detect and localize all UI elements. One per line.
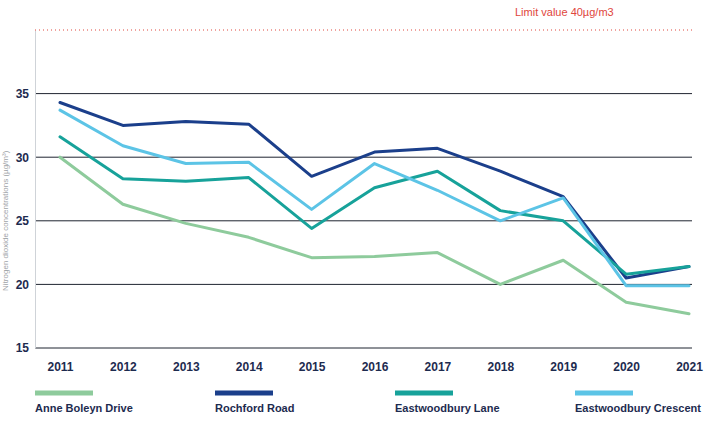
x-tick-label: 2011 xyxy=(47,360,73,374)
y-tick: 25 xyxy=(16,214,35,228)
grid-line xyxy=(35,93,692,94)
x-tick: 2016 xyxy=(362,348,389,374)
x-tick-label: 2012 xyxy=(110,360,137,374)
legend-swatch xyxy=(395,391,453,396)
legend-label: Anne Boleyn Drive xyxy=(35,402,133,414)
series-line xyxy=(60,103,689,279)
legend-item: Anne Boleyn Drive xyxy=(35,393,133,414)
y-tick-label: 25 xyxy=(16,214,30,228)
grid-line xyxy=(35,220,692,221)
y-axis-line xyxy=(35,31,36,349)
x-tick-label: 2015 xyxy=(299,360,326,374)
legend-swatch xyxy=(35,391,93,396)
x-tick: 2015 xyxy=(299,348,326,374)
series-line xyxy=(60,110,689,286)
x-tick-label: 2020 xyxy=(613,360,640,374)
x-tick-label: 2017 xyxy=(425,360,452,374)
x-tick: 2020 xyxy=(613,348,640,374)
x-tick: 2014 xyxy=(236,348,263,374)
legend-label: Eastwoodbury Lane xyxy=(395,402,500,414)
x-tick-label: 2018 xyxy=(487,360,514,374)
x-tick-label: 2019 xyxy=(550,360,577,374)
y-tick-label: 35 xyxy=(16,87,30,101)
y-tick-label: 20 xyxy=(16,278,30,292)
legend-swatch xyxy=(575,391,633,396)
limit-line xyxy=(35,30,692,31)
legend-item: Rochford Road xyxy=(215,393,294,414)
x-tick-label: 2016 xyxy=(362,360,389,374)
legend-swatch xyxy=(215,391,273,396)
grid-line xyxy=(35,348,692,349)
y-axis-title: Nitrogen dioxide concentrations (µg/m³) xyxy=(1,150,10,291)
legend-label: Rochford Road xyxy=(215,402,294,414)
x-tick: 2021 xyxy=(676,348,703,374)
legend-item: Eastwoodbury Crescent xyxy=(575,393,701,414)
x-tick-label: 2013 xyxy=(173,360,200,374)
y-tick: 30 xyxy=(16,151,35,165)
legend: Anne Boleyn Drive Rochford Road Eastwoodbu… xyxy=(35,393,701,414)
limit-label: Limit value 40µg/m3 xyxy=(515,6,614,18)
x-tick: 2013 xyxy=(173,348,200,374)
y-tick-label: 15 xyxy=(16,341,30,355)
legend-label: Eastwoodbury Crescent xyxy=(575,402,701,414)
series-line xyxy=(60,137,689,274)
chart: 15 20 25 30 35 Nitrogen dioxide concentration… xyxy=(0,0,726,424)
plot-area xyxy=(60,103,689,314)
x-tick-label: 2021 xyxy=(676,360,703,374)
y-axis: 15 20 25 30 35 xyxy=(16,31,36,356)
y-tick-label: 30 xyxy=(16,151,30,165)
x-tick: 2011 xyxy=(47,348,73,374)
legend-item: Eastwoodbury Lane xyxy=(395,393,500,414)
x-tick: 2017 xyxy=(425,348,452,374)
x-tick: 2018 xyxy=(487,348,514,374)
x-axis-line xyxy=(61,348,690,349)
x-tick-label: 2014 xyxy=(236,360,263,374)
x-tick: 2019 xyxy=(550,348,577,374)
grid-line xyxy=(35,284,692,285)
y-tick: 20 xyxy=(16,278,35,292)
grid xyxy=(35,94,692,348)
x-axis: 2011 2012 2013 2014 2015 2016 2017 2018 2019 2020… xyxy=(47,348,703,374)
y-tick: 15 xyxy=(16,341,35,355)
x-tick: 2012 xyxy=(110,348,137,374)
y-tick: 35 xyxy=(16,87,35,101)
